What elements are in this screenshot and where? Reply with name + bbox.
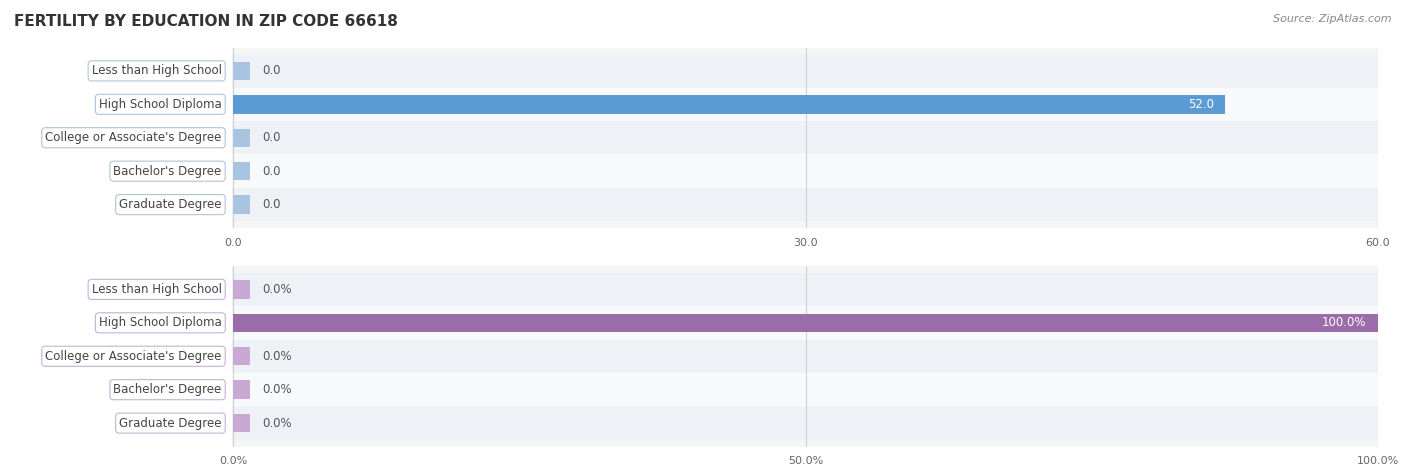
Bar — [233, 62, 250, 80]
Bar — [233, 280, 250, 299]
Bar — [232, 121, 1378, 154]
Bar — [233, 380, 250, 399]
Text: High School Diploma: High School Diploma — [98, 316, 222, 329]
Text: 0.0%: 0.0% — [262, 350, 291, 363]
Bar — [232, 154, 1378, 188]
Text: College or Associate's Degree: College or Associate's Degree — [45, 131, 222, 144]
Bar — [232, 340, 1378, 373]
Text: Bachelor's Degree: Bachelor's Degree — [114, 383, 222, 396]
Bar — [233, 414, 250, 432]
Text: 0.0%: 0.0% — [262, 383, 291, 396]
Text: 52.0: 52.0 — [1188, 98, 1213, 111]
Text: Source: ZipAtlas.com: Source: ZipAtlas.com — [1274, 14, 1392, 24]
Text: 0.0: 0.0 — [262, 131, 280, 144]
Bar — [233, 95, 1225, 114]
Text: Bachelor's Degree: Bachelor's Degree — [114, 165, 222, 178]
Bar — [232, 87, 1378, 121]
Bar — [233, 347, 250, 365]
Text: Less than High School: Less than High School — [91, 65, 222, 77]
Bar — [233, 314, 1378, 332]
Bar — [232, 188, 1378, 221]
Text: High School Diploma: High School Diploma — [98, 98, 222, 111]
Bar — [232, 373, 1378, 407]
Bar — [232, 54, 1378, 87]
Text: Graduate Degree: Graduate Degree — [120, 417, 222, 429]
Text: 0.0%: 0.0% — [262, 283, 291, 296]
Text: 0.0: 0.0 — [262, 198, 280, 211]
Text: Less than High School: Less than High School — [91, 283, 222, 296]
Text: 0.0: 0.0 — [262, 165, 280, 178]
Text: 0.0%: 0.0% — [262, 417, 291, 429]
Bar — [233, 162, 250, 180]
Text: 100.0%: 100.0% — [1322, 316, 1367, 329]
Text: FERTILITY BY EDUCATION IN ZIP CODE 66618: FERTILITY BY EDUCATION IN ZIP CODE 66618 — [14, 14, 398, 29]
Text: College or Associate's Degree: College or Associate's Degree — [45, 350, 222, 363]
Bar — [232, 273, 1378, 306]
Bar — [232, 306, 1378, 340]
Text: Graduate Degree: Graduate Degree — [120, 198, 222, 211]
Text: 0.0: 0.0 — [262, 65, 280, 77]
Bar — [233, 195, 250, 214]
Bar — [232, 407, 1378, 440]
Bar — [233, 129, 250, 147]
